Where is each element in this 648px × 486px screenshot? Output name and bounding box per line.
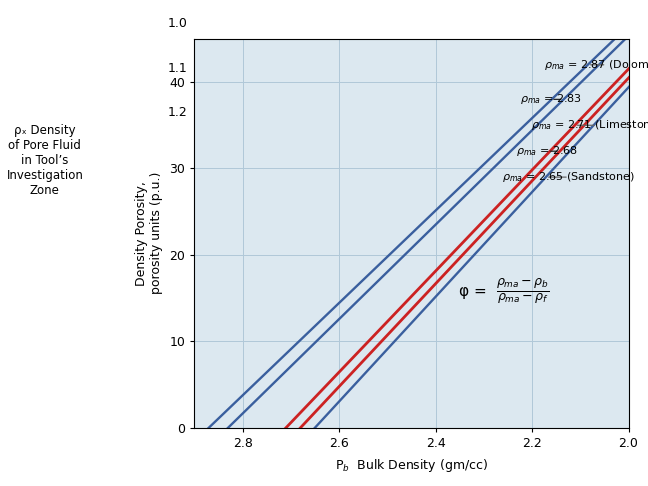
Text: 1.1: 1.1 [168,62,188,74]
Text: 1.2: 1.2 [168,106,188,119]
Text: $\rho_{ma}$ = 2.65 (Sandstone): $\rho_{ma}$ = 2.65 (Sandstone) [502,170,636,184]
Text: $\rho_{ma}$ = 2.71 (Limestone): $\rho_{ma}$ = 2.71 (Limestone) [531,118,648,132]
Text: $\rho_{ma}$ = 2.83: $\rho_{ma}$ = 2.83 [520,92,582,106]
X-axis label: P$_b$  Bulk Density (gm/cc): P$_b$ Bulk Density (gm/cc) [335,457,488,474]
Text: ρₓ Density
of Pore Fluid
in Tool’s
Investigation
Zone: ρₓ Density of Pore Fluid in Tool’s Inves… [6,124,84,197]
Text: $\frac{\rho_{ma} - \rho_b}{\rho_{ma} - \rho_f}$: $\frac{\rho_{ma} - \rho_b}{\rho_{ma} - \… [496,277,550,306]
Text: 1.0: 1.0 [168,17,188,30]
Text: φ =: φ = [459,284,492,299]
Y-axis label: Density Porosity,
porosity units (p.u.): Density Porosity, porosity units (p.u.) [135,172,163,295]
Text: $\rho_{ma}$ = 2.68: $\rho_{ma}$ = 2.68 [516,144,579,158]
Text: $\rho_{ma}$ = 2.87 (Dolomite): $\rho_{ma}$ = 2.87 (Dolomite) [544,58,648,72]
